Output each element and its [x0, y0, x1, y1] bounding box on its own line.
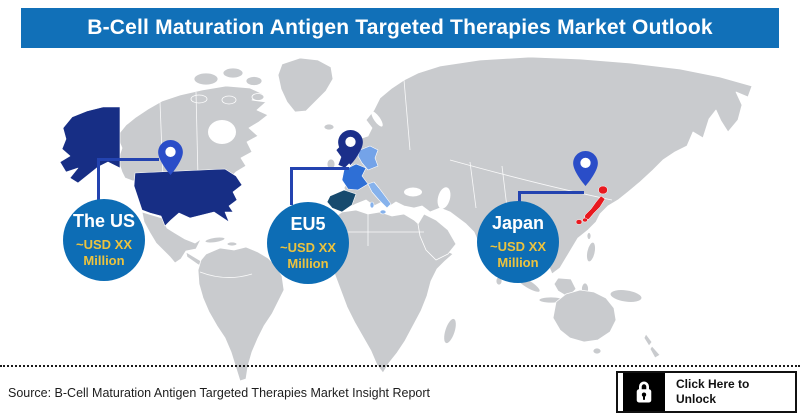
map-greenland: [277, 57, 334, 113]
map-arabia: [417, 213, 457, 261]
connector-eu5: [290, 167, 349, 205]
map-pin-icon-japan: [573, 151, 598, 186]
page-title: B-Cell Maturation Antigen Targeted Thera…: [87, 16, 713, 39]
map-pin-icon-us: [158, 140, 183, 175]
region-value: ~USD XX Million: [76, 236, 132, 268]
dotted-divider: [0, 365, 800, 367]
region-value: ~USD XX Million: [490, 238, 546, 270]
map-alaska-highlight: [59, 106, 121, 184]
region-bubble-eu5: EU5 ~USD XX Million: [267, 202, 349, 284]
map-south-america: [197, 246, 285, 382]
map-eurasia: [341, 56, 753, 275]
map-pin-icon-eu5: [338, 130, 363, 165]
region-bubble-japan: Japan ~USD XX Million: [477, 201, 559, 283]
region-name: Japan: [491, 212, 545, 233]
map-germany-highlight: [357, 145, 379, 171]
unlock-button[interactable]: Click Here to Unlock: [616, 371, 797, 413]
region-name: EU5: [290, 213, 326, 234]
world-map: [59, 56, 753, 382]
map-australia: [552, 289, 617, 343]
connector-japan: [518, 191, 584, 204]
region-bubble-us: The US ~USD XX Million: [63, 199, 145, 281]
map-japan-highlight: [575, 185, 608, 225]
map-us-highlight: [133, 168, 243, 227]
map-spain-highlight: [326, 189, 357, 213]
map-mexico: [141, 211, 202, 264]
title-banner: B-Cell Maturation Antigen Targeted Thera…: [21, 8, 779, 48]
lock-icon: [623, 373, 665, 411]
source-text: Source: B-Cell Maturation Antigen Target…: [8, 386, 430, 400]
region-value: ~USD XX Million: [280, 239, 336, 271]
map-italy-highlight: [367, 181, 392, 209]
connector-us: [97, 158, 159, 202]
unlock-button-label: Click Here to Unlock: [676, 377, 750, 406]
map-africa: [328, 209, 454, 374]
region-name: The US: [72, 210, 135, 231]
